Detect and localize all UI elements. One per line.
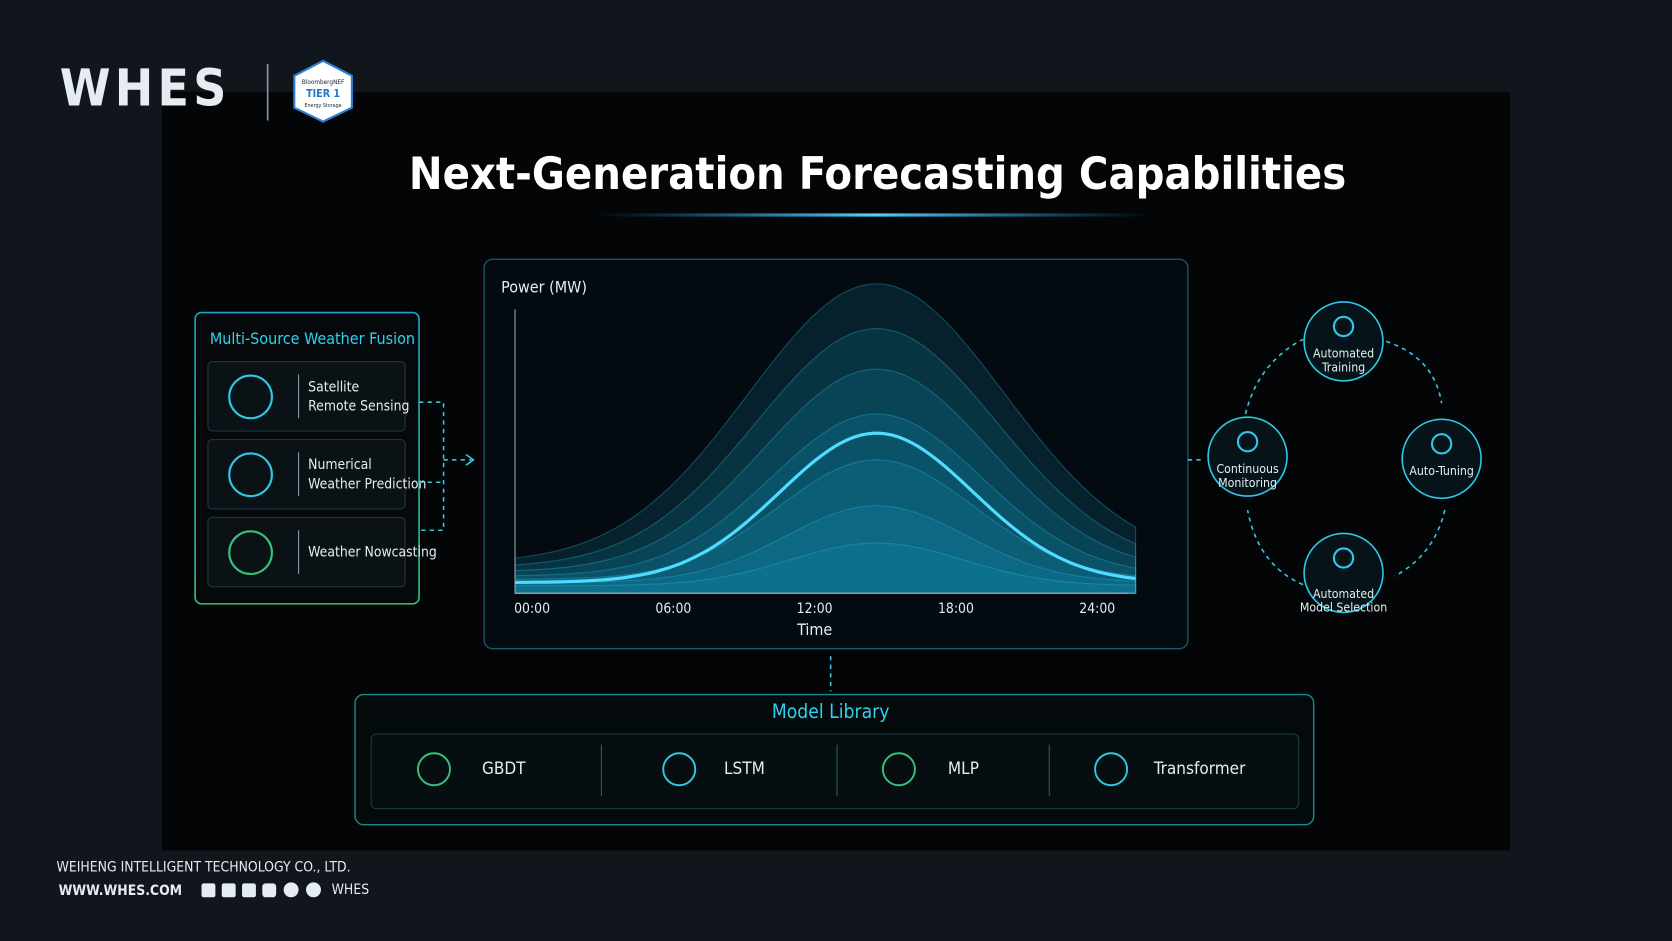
model-icon <box>881 752 916 787</box>
library-row <box>370 733 1300 810</box>
x-ticks: 00:00 06:00 12:00 18:00 24:00 <box>514 601 1115 617</box>
chart-panel <box>483 258 1189 650</box>
arrow <box>465 453 475 466</box>
cycle-label: Monitoring <box>1218 476 1277 490</box>
logo: WHES <box>60 59 231 119</box>
cycle-node <box>1207 416 1288 497</box>
model-icon <box>662 752 697 787</box>
weather-icon <box>228 374 273 420</box>
cycle-label: Automated <box>1313 587 1374 601</box>
weather-item-label: Satellite <box>308 379 359 395</box>
connector <box>419 401 472 532</box>
weather-item-label: Numerical <box>308 457 372 473</box>
cycle-node <box>1401 418 1482 500</box>
model-label: MLP <box>948 759 979 779</box>
x-tick-label: 06:00 <box>655 601 691 617</box>
x-tick-label: 24:00 <box>1079 601 1115 617</box>
weather-icon <box>228 452 273 498</box>
band <box>514 505 1137 594</box>
weather-icon <box>228 530 273 576</box>
models: GBDT LSTM MLP Transformer <box>417 744 1246 796</box>
badge <box>293 59 353 123</box>
library-title: Model Library <box>772 700 890 723</box>
cycle-label: Automated <box>1313 347 1374 361</box>
cycle-icon <box>1430 433 1453 455</box>
cycle-node <box>1303 532 1384 614</box>
cycle-node <box>1303 301 1384 382</box>
cycle-icon <box>1332 315 1355 338</box>
weather-item-label: Weather Nowcasting <box>308 545 437 561</box>
cycle-icon <box>1332 547 1355 569</box>
website: WWW.WHES.COM <box>59 883 182 899</box>
model-icon <box>1094 752 1129 787</box>
model-icon <box>417 752 451 787</box>
x-tick-label: 00:00 <box>514 601 550 617</box>
company: WEIHENG INTELLIGENT TECHNOLOGY CO., LTD. <box>57 859 351 875</box>
band <box>514 413 1137 594</box>
model-label: LSTM <box>724 759 765 779</box>
cycle-label: Auto-Tuning <box>1409 464 1474 478</box>
cycle-label: Training <box>1321 361 1365 375</box>
weather-item <box>207 516 406 588</box>
x-axis-label: Time <box>796 620 832 639</box>
panel-title: Multi-Source Weather Fusion <box>210 329 415 348</box>
band <box>514 368 1137 594</box>
weather-item-label: Weather Prediction <box>308 476 426 492</box>
weather-item-label: Remote Sensing <box>308 398 409 414</box>
band <box>514 328 1137 594</box>
badge-line: TIER 1 <box>306 87 340 100</box>
badge-line: Energy Storage <box>305 103 342 109</box>
model-label: GBDT <box>482 759 526 779</box>
weather-item <box>207 439 406 510</box>
cycle-label: Model Selection <box>1300 601 1387 615</box>
cycle-icon <box>1236 431 1259 453</box>
band <box>514 283 1137 594</box>
social-icons <box>201 882 321 898</box>
badge-line: BloombergNEF <box>302 78 344 86</box>
cycle-label: Continuous <box>1216 462 1278 476</box>
title: Next-Generation Forecasting Capabilities <box>409 147 1346 200</box>
model-label: Transformer <box>1153 759 1246 779</box>
weather-item <box>207 361 406 432</box>
cycle-arrows <box>1244 338 1446 586</box>
band <box>514 542 1137 594</box>
forecast-line <box>514 431 1136 585</box>
x-tick-label: 18:00 <box>938 601 974 617</box>
cycle: AutomatedTrainingAuto-TuningAutomatedMod… <box>1207 301 1482 615</box>
forecast-bands <box>514 283 1137 594</box>
handle: WHES <box>332 882 370 898</box>
x-tick-label: 12:00 <box>797 601 833 617</box>
y-axis-label: Power (MW) <box>501 278 587 297</box>
weather-items: Satellite Remote Sensing Numerical Weather … <box>207 361 437 588</box>
title-glow <box>597 213 1152 217</box>
